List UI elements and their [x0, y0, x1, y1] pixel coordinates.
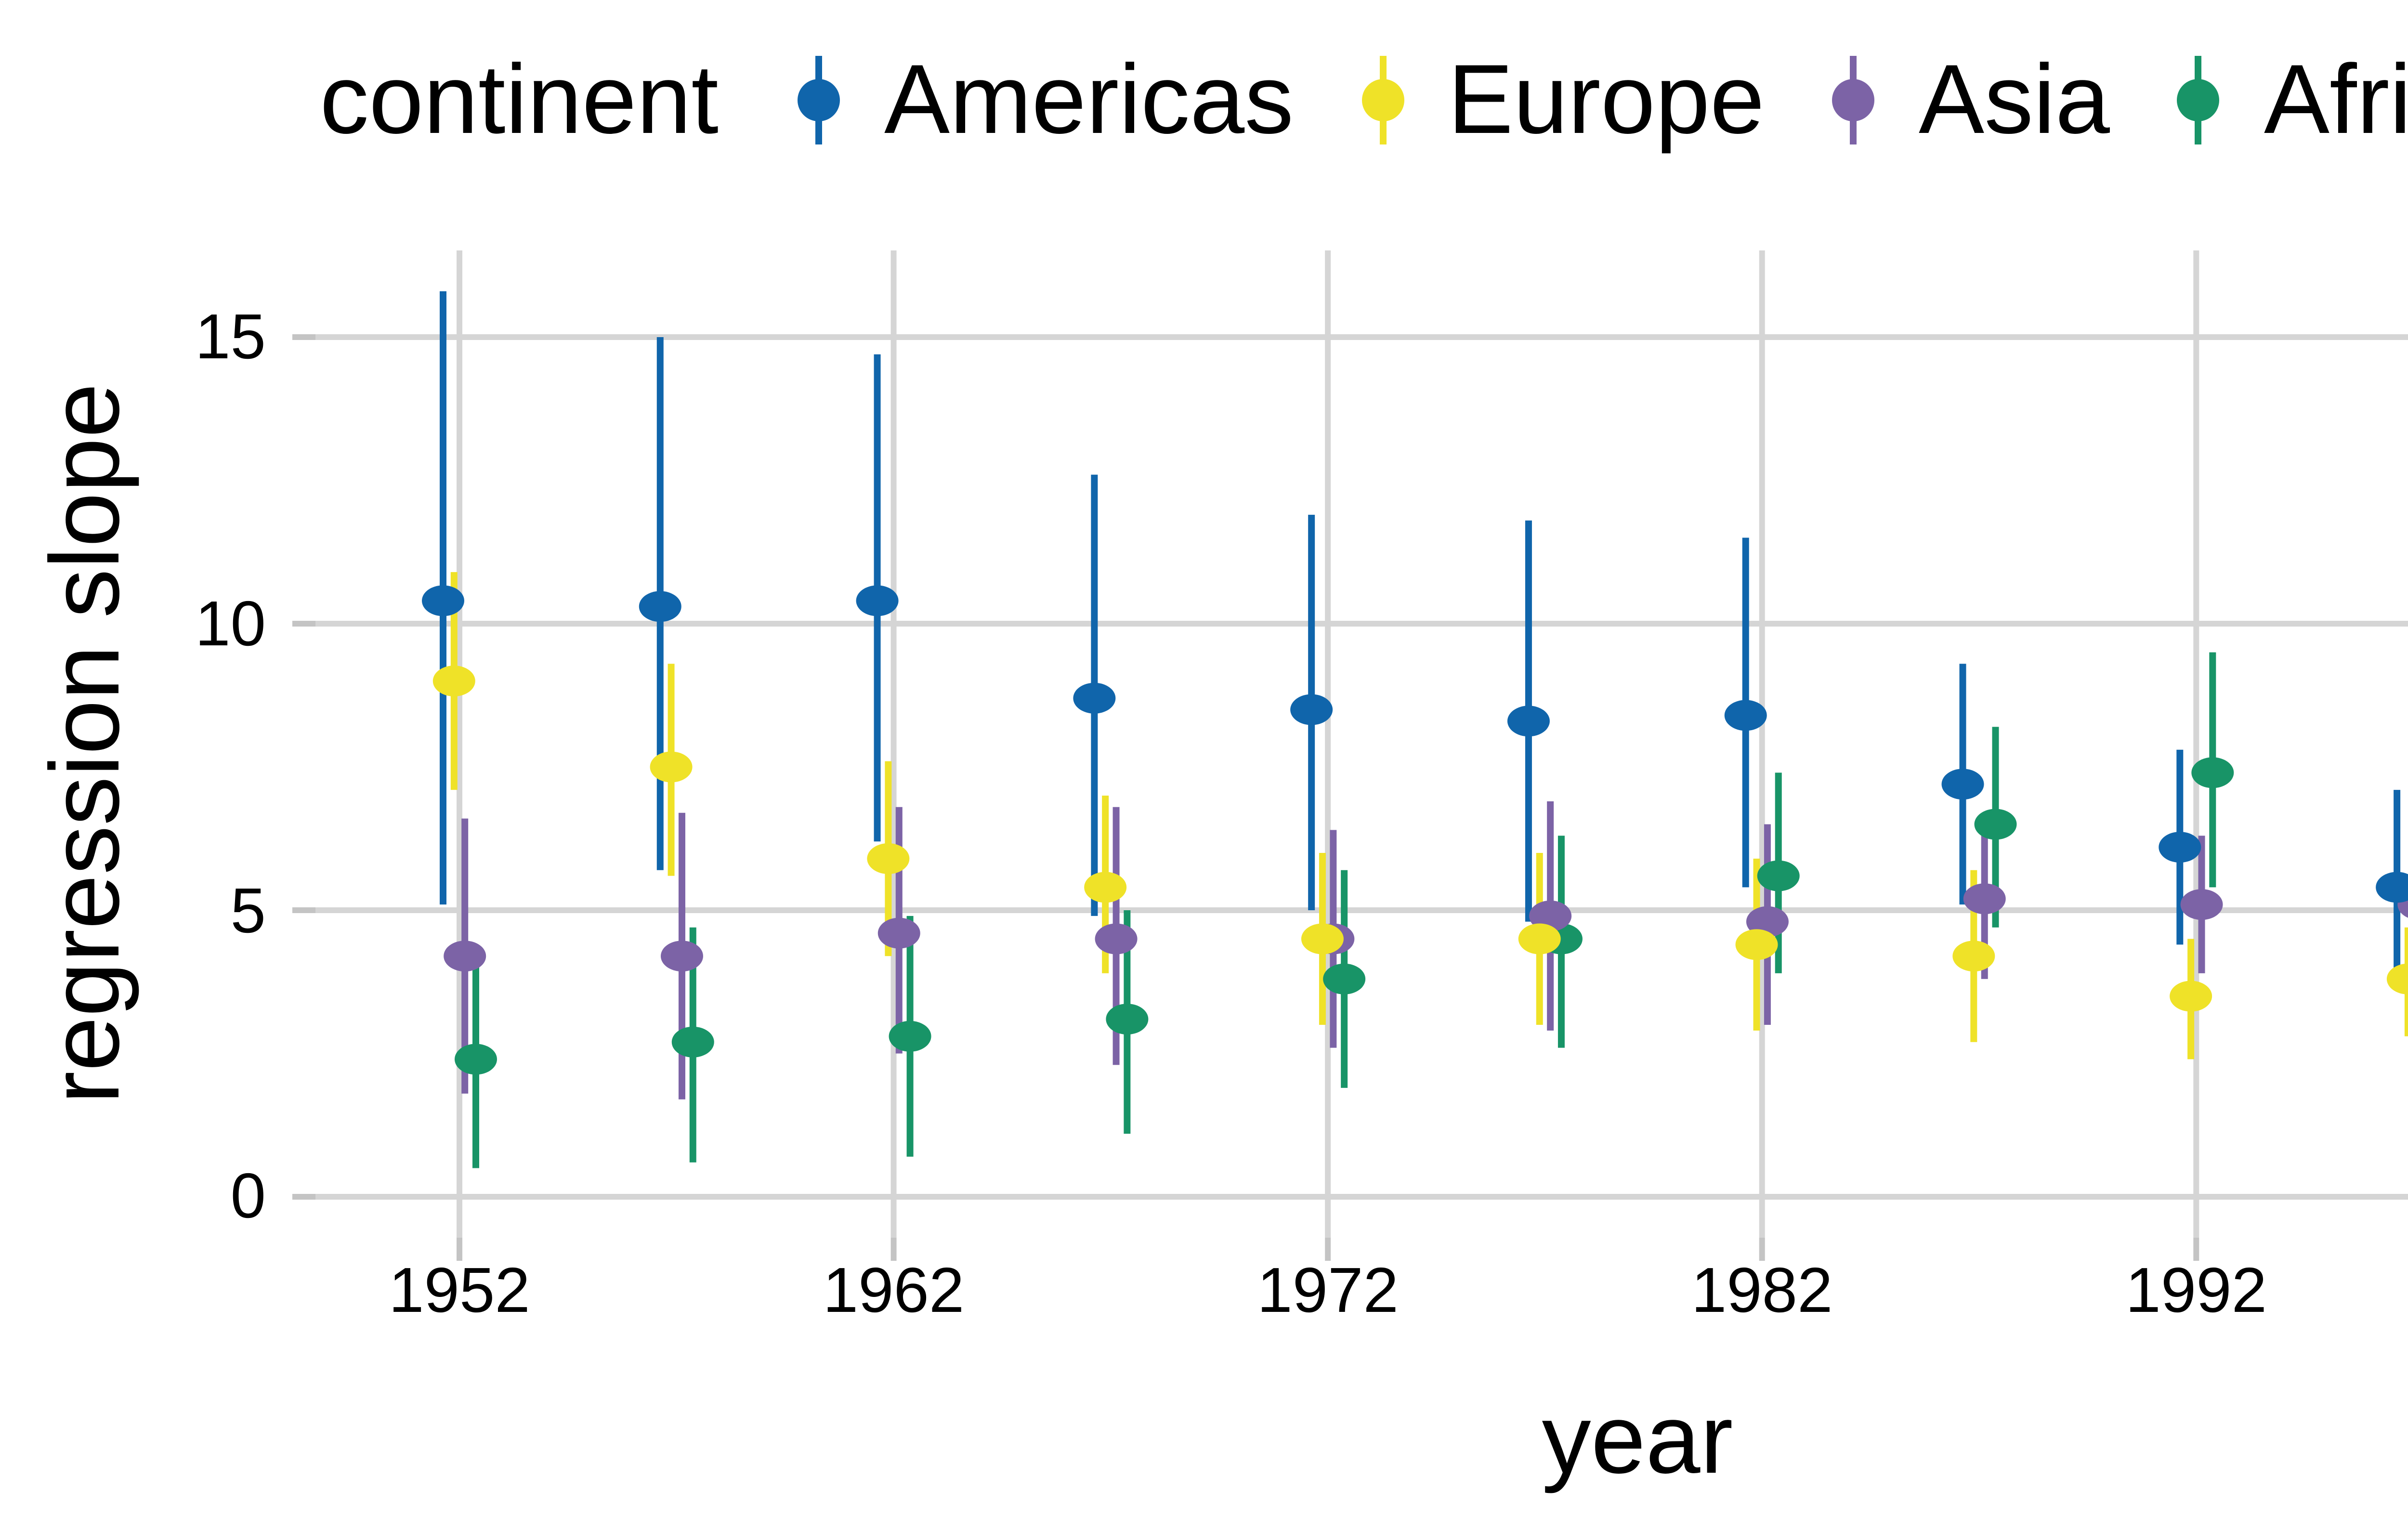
- x-tick-label: 1952: [389, 1254, 530, 1325]
- point-asia: [660, 941, 703, 972]
- legend-label: Americas: [884, 44, 1294, 154]
- point-europe: [2386, 963, 2408, 995]
- legend-item-europe: Europe: [1344, 44, 1765, 154]
- point-americas: [1290, 694, 1333, 725]
- legend: continent Americas Europe Asia Africa: [320, 44, 2408, 154]
- point-americas: [1941, 769, 1984, 800]
- point-europe: [650, 751, 693, 783]
- point-americas: [856, 585, 899, 616]
- y-tick-label: 5: [230, 874, 266, 945]
- point-asia: [877, 917, 920, 949]
- point-europe: [1084, 872, 1127, 903]
- point-africa: [1106, 1004, 1149, 1035]
- y-tick-label: 10: [195, 587, 266, 658]
- point-americas: [2159, 832, 2201, 863]
- x-tick-label: 1992: [2125, 1254, 2267, 1325]
- point-africa: [2191, 757, 2234, 788]
- x-tick-label: 1962: [823, 1254, 965, 1325]
- y-axis-title: regression slope: [30, 383, 140, 1104]
- legend-label: Africa: [2264, 44, 2408, 154]
- point-americas: [639, 591, 681, 622]
- pointrange-icon: [2177, 56, 2220, 144]
- point-europe: [1301, 923, 1344, 955]
- point-africa: [889, 1021, 931, 1052]
- point-europe: [2170, 981, 2212, 1012]
- point-europe: [1735, 929, 1778, 960]
- pointrange-icon: [1361, 56, 1404, 144]
- legend-item-africa: Africa: [2160, 44, 2408, 154]
- legend-label: Europe: [1448, 44, 1765, 154]
- point-americas: [422, 585, 464, 616]
- point-americas: [1507, 706, 1550, 737]
- point-europe: [432, 666, 475, 696]
- point-americas: [1073, 682, 1116, 714]
- x-tick-label: 1982: [1691, 1254, 1833, 1325]
- point-asia: [444, 941, 486, 972]
- legend-label: Asia: [1919, 44, 2110, 154]
- y-tick-label: 0: [230, 1160, 266, 1231]
- point-africa: [1323, 963, 1366, 995]
- pointrange-icon: [1832, 56, 1875, 144]
- point-asia: [2180, 889, 2223, 920]
- point-asia: [1095, 923, 1138, 955]
- point-europe: [1518, 923, 1561, 955]
- legend-item-americas: Americas: [780, 44, 1294, 154]
- point-americas: [2376, 872, 2408, 903]
- point-europe: [1952, 941, 1995, 972]
- point-africa: [671, 1026, 714, 1058]
- x-tick-label: 1972: [1257, 1254, 1399, 1325]
- point-africa: [1757, 860, 1800, 891]
- point-africa: [455, 1044, 497, 1075]
- legend-item-asia: Asia: [1815, 44, 2110, 154]
- point-asia: [1963, 883, 2006, 915]
- point-europe: [867, 843, 910, 874]
- point-africa: [1974, 809, 2017, 840]
- x-axis-title: year: [1542, 1384, 1733, 1494]
- pointrange-icon: [798, 56, 840, 144]
- point-americas: [1724, 700, 1767, 731]
- y-tick-label: 15: [195, 301, 266, 372]
- legend-title: continent: [320, 44, 719, 154]
